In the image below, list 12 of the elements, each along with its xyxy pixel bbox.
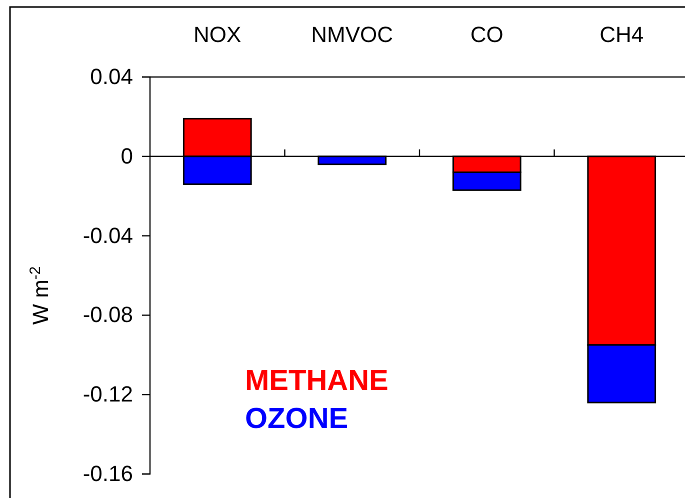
- text: OZONE: [245, 403, 348, 435]
- x-tick-label: NMVOC: [311, 22, 394, 47]
- y-tick-label: -0.04: [82, 222, 133, 248]
- y-tick-label: 0.04: [90, 64, 133, 90]
- y-tick-label: -0.12: [82, 382, 133, 407]
- x-tick-label: NOX: [194, 22, 242, 47]
- y-tick-label: 0: [120, 143, 133, 168]
- text: METHANE: [245, 365, 388, 397]
- y-tick-label: -0.16: [82, 461, 133, 486]
- y-tick-label: -0.08: [82, 302, 133, 328]
- x-tick-label: CH4: [600, 22, 644, 47]
- x-tick-label: CO: [470, 22, 504, 47]
